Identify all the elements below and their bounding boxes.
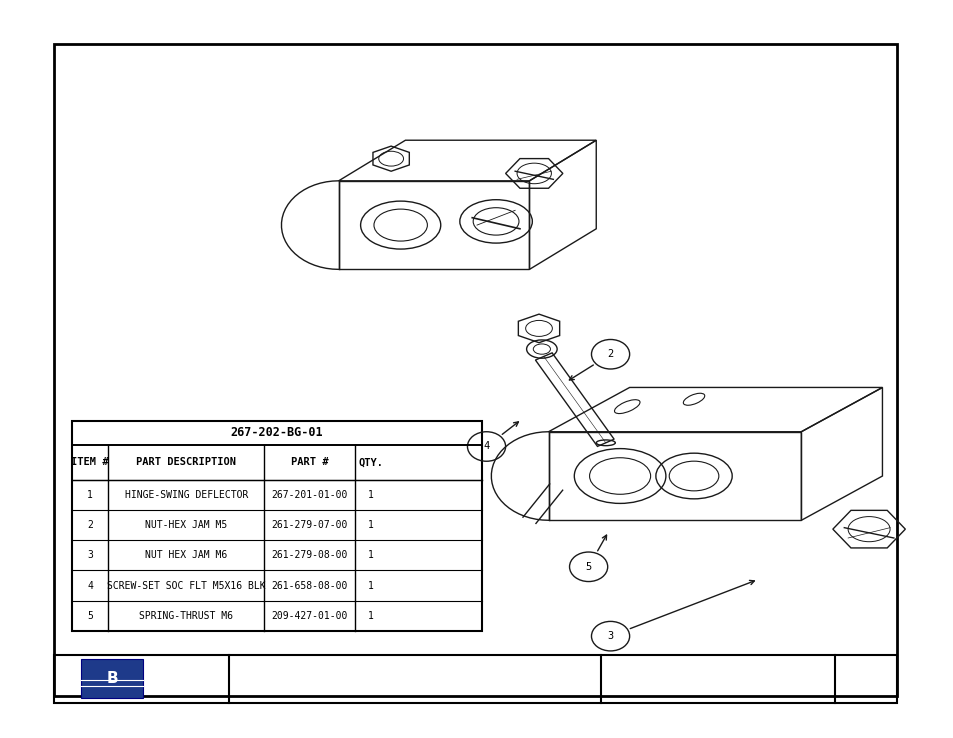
Text: 4: 4 <box>87 581 92 590</box>
Text: NUT HEX JAM M6: NUT HEX JAM M6 <box>145 551 228 560</box>
Text: 4: 4 <box>483 441 489 452</box>
Text: 1: 1 <box>368 611 374 621</box>
Text: 267-202-BG-01: 267-202-BG-01 <box>230 427 323 439</box>
Text: QTY.: QTY. <box>358 458 383 467</box>
Text: 261-279-08-00: 261-279-08-00 <box>271 551 347 560</box>
Text: 5: 5 <box>87 611 92 621</box>
Text: 1: 1 <box>87 490 92 500</box>
Text: SCREW-SET SOC FLT M5X16 BLK: SCREW-SET SOC FLT M5X16 BLK <box>107 581 266 590</box>
Text: SPRING-THRUST M6: SPRING-THRUST M6 <box>139 611 233 621</box>
Text: 1: 1 <box>368 490 374 500</box>
Bar <box>54 655 896 703</box>
Text: PART DESCRIPTION: PART DESCRIPTION <box>136 458 236 467</box>
Text: 2: 2 <box>87 520 92 530</box>
Text: 267-201-01-00: 267-201-01-00 <box>271 490 347 500</box>
Text: 5: 5 <box>585 562 591 572</box>
Text: 261-658-08-00: 261-658-08-00 <box>271 581 347 590</box>
Bar <box>81 659 143 698</box>
Text: HINGE-SWING DEFLECTOR: HINGE-SWING DEFLECTOR <box>125 490 248 500</box>
Text: B: B <box>107 671 118 686</box>
Text: 1: 1 <box>368 520 374 530</box>
Bar <box>71 421 481 631</box>
Text: 2: 2 <box>607 349 613 359</box>
Text: NUT-HEX JAM M5: NUT-HEX JAM M5 <box>145 520 228 530</box>
Text: 1: 1 <box>368 551 374 560</box>
Text: 3: 3 <box>87 551 92 560</box>
Text: 1: 1 <box>368 581 374 590</box>
Text: PART #: PART # <box>291 458 328 467</box>
Text: 261-279-07-00: 261-279-07-00 <box>271 520 347 530</box>
Text: ITEM #: ITEM # <box>71 458 109 467</box>
Text: 209-427-01-00: 209-427-01-00 <box>271 611 347 621</box>
Text: 3: 3 <box>607 631 613 641</box>
Bar <box>54 44 896 696</box>
